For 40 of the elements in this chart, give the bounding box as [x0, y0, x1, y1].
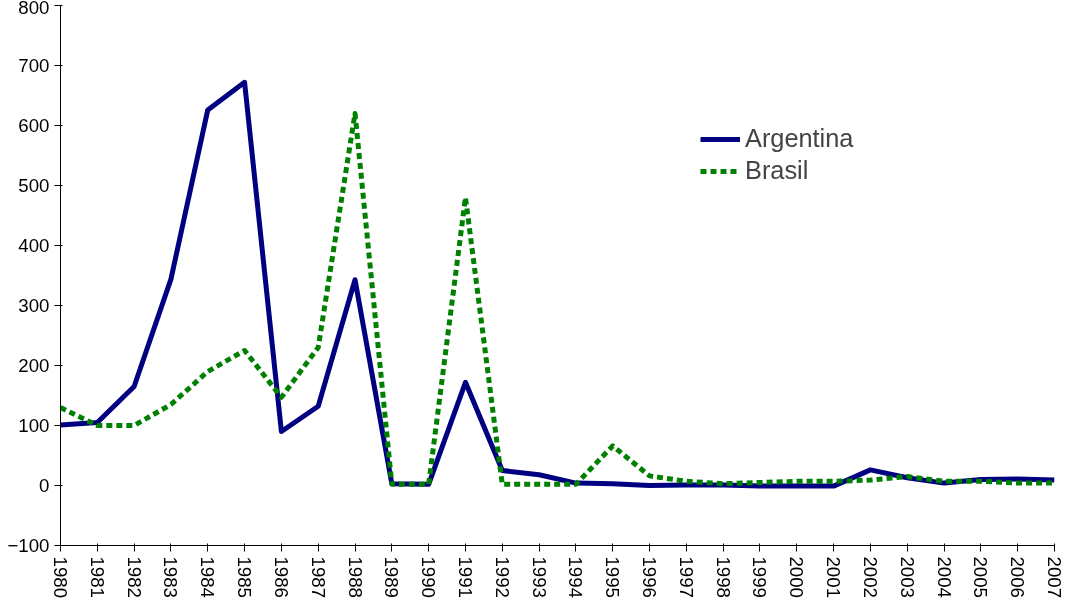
x-tick-label: 1996 — [639, 556, 661, 599]
y-tick-label: 700 — [18, 55, 50, 76]
x-tick-label: 1982 — [123, 556, 145, 599]
x-tick-label: 2004 — [933, 556, 955, 599]
x-tick-label: 2006 — [1007, 556, 1029, 599]
y-tick-label: 400 — [18, 235, 50, 256]
x-tick-label: 1992 — [491, 556, 513, 599]
x-tick-label: 1985 — [234, 556, 256, 599]
x-tick-label: 1990 — [418, 556, 440, 599]
x-tick-label: 1998 — [712, 556, 734, 599]
legend-label: Argentina — [745, 124, 854, 153]
legend-label: Brasil — [745, 156, 809, 185]
x-tick-label: 1999 — [749, 556, 771, 599]
y-tick-label: 200 — [18, 355, 50, 376]
x-tick-label: 1994 — [565, 556, 587, 599]
x-tick-label: 1981 — [86, 556, 108, 599]
x-tick-label: 1980 — [50, 556, 71, 599]
x-tick-label: 1988 — [344, 556, 366, 599]
x-tick-label: 1989 — [381, 556, 403, 599]
y-tick-label: 500 — [18, 175, 50, 196]
x-tick-label: 2000 — [786, 556, 808, 599]
y-tick-label: 0 — [39, 475, 50, 496]
y-tick-label: 600 — [18, 115, 50, 136]
y-tick-label: 100 — [18, 415, 50, 436]
x-tick-label: 2001 — [823, 556, 845, 599]
x-tick-label: 1997 — [675, 556, 697, 599]
y-tick-label: 800 — [18, 0, 50, 18]
x-tick-label: 1983 — [160, 556, 182, 599]
y-tick-label: 300 — [18, 295, 50, 316]
x-tick-label: 2002 — [859, 556, 881, 599]
x-tick-label: 1993 — [528, 556, 550, 599]
x-tick-label: 1984 — [197, 556, 219, 599]
x-tick-label: 2007 — [1044, 556, 1065, 599]
x-tick-label: 1987 — [307, 556, 329, 599]
x-tick-label: 1995 — [602, 556, 624, 599]
x-tick-label: 1991 — [454, 556, 476, 599]
x-tick-label: 1986 — [270, 556, 292, 599]
y-tick-label: −100 — [7, 535, 50, 556]
x-tick-label: 2005 — [970, 556, 992, 599]
x-tick-label: 2003 — [896, 556, 918, 599]
